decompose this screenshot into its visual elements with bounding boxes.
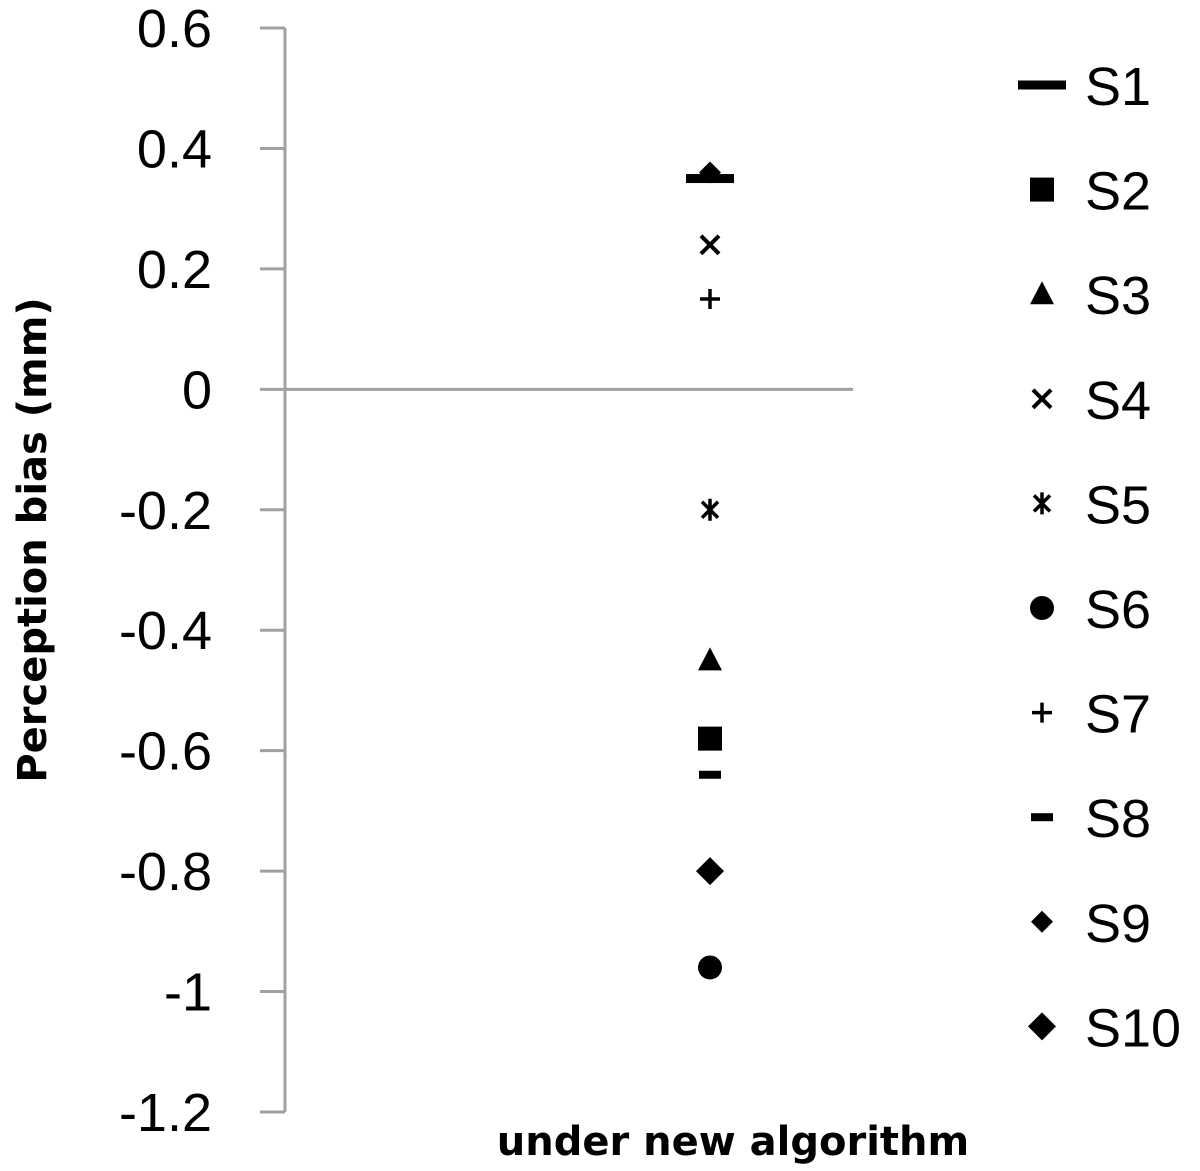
y-tick-label: 0.6 — [137, 0, 212, 59]
legend-marker — [1032, 702, 1052, 723]
legend-item-s10: S10 — [1028, 998, 1181, 1058]
legend-marker — [1018, 80, 1066, 90]
legend-item-s3: S3 — [1030, 266, 1151, 326]
legend-marker — [1030, 596, 1054, 620]
point-s8 — [699, 770, 721, 779]
legend-label: S6 — [1085, 580, 1151, 640]
axes: 0.6 0.4 0.2 0 -0.2 -0.4 -0.6 -0.8 -1 -1.2 — [119, 0, 853, 1143]
legend-marker — [1028, 1012, 1056, 1041]
legend-item-s2: S2 — [1030, 162, 1151, 222]
y-tick-label: -0.4 — [119, 601, 212, 661]
point-s10 — [696, 857, 724, 886]
legend-label: S5 — [1085, 475, 1151, 535]
legend-label: S2 — [1085, 162, 1151, 222]
legend-marker — [1031, 910, 1053, 933]
legend-marker — [1030, 177, 1054, 202]
point-s5 — [700, 498, 720, 521]
y-ticks: 0.6 0.4 0.2 0 -0.2 -0.4 -0.6 -0.8 -1 -1.2 — [119, 0, 285, 1143]
legend-label: S9 — [1085, 894, 1151, 954]
legend-label: S4 — [1085, 371, 1151, 431]
y-tick-label: -0.8 — [119, 842, 212, 902]
legend-marker — [1030, 281, 1054, 305]
legend-item-s6: S6 — [1030, 580, 1151, 640]
y-tick-label: -1.2 — [119, 1083, 212, 1143]
legend-label: S7 — [1085, 685, 1151, 745]
legend-item-s4: S4 — [1031, 371, 1151, 431]
legend-marker — [1031, 813, 1053, 822]
point-s6 — [698, 955, 722, 980]
legend-item-s7: S7 — [1032, 685, 1151, 745]
legend-label: S10 — [1085, 998, 1181, 1058]
y-tick-label: 0 — [182, 360, 212, 420]
legend: S1 S2 S3 S4 S5 S6 S7 S8 S9 S10 — [1018, 57, 1181, 1058]
point-s3 — [698, 647, 722, 671]
x-axis-title: under new algorithm — [497, 1119, 969, 1165]
y-tick-label: -1 — [164, 963, 212, 1023]
y-tick-label: -0.2 — [119, 481, 212, 541]
point-s2 — [698, 726, 722, 751]
legend-item-s9: S9 — [1031, 894, 1151, 954]
legend-marker — [1032, 492, 1052, 515]
legend-item-s1: S1 — [1018, 57, 1151, 117]
legend-item-s8: S8 — [1031, 789, 1151, 849]
y-tick-label: 0.2 — [137, 240, 212, 300]
legend-label: S8 — [1085, 789, 1151, 849]
legend-label: S1 — [1085, 57, 1151, 117]
legend-marker — [1031, 388, 1053, 410]
y-tick-label: -0.6 — [119, 722, 212, 782]
data-points — [686, 161, 734, 980]
legend-item-s5: S5 — [1032, 475, 1151, 535]
point-s7 — [700, 289, 720, 309]
legend-label: S3 — [1085, 266, 1151, 326]
point-s4 — [699, 234, 721, 256]
y-tick-label: 0.4 — [137, 119, 212, 179]
point-s9 — [699, 161, 721, 184]
y-axis-title: Perception bias (mm) — [10, 297, 56, 782]
